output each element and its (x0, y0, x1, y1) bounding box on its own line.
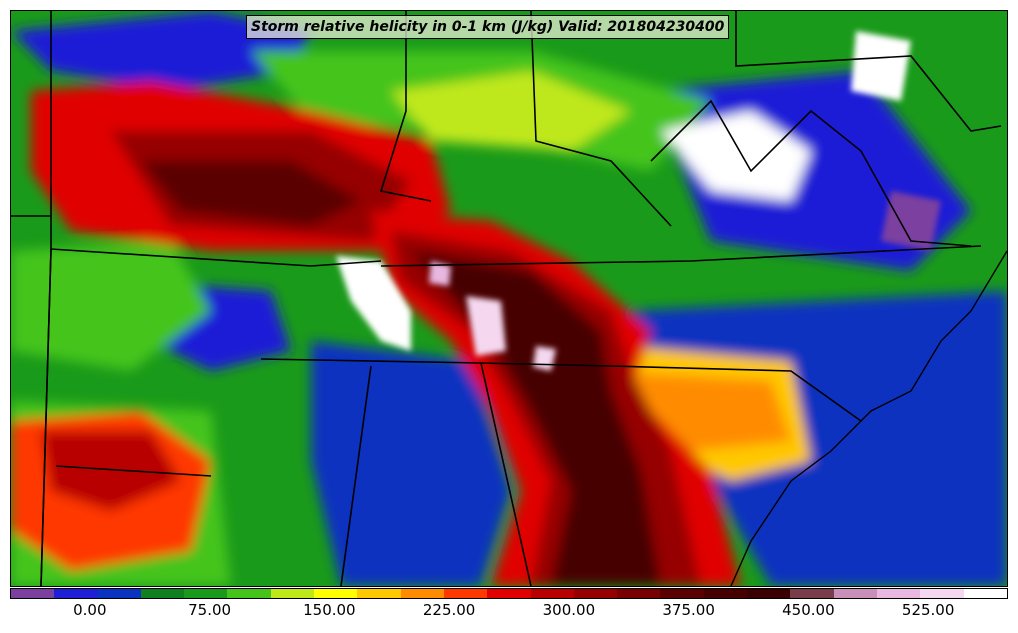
colorbar-segment (227, 589, 271, 598)
colorbar-tick-label: 150.00 (303, 601, 356, 619)
colorbar-segment (140, 589, 185, 598)
helicity-field (11, 11, 1007, 586)
colorbar-segment (270, 589, 315, 598)
colorbar-ticks: 0.00 75.00 150.00 225.00 300.00 375.00 450.00 5… (10, 601, 1008, 625)
colorbar-segment (530, 589, 574, 598)
colorbar-tick-label: 525.00 (901, 601, 955, 619)
colorbar-segment (876, 589, 921, 598)
colorbar-segment (54, 589, 98, 598)
colorbar-segment (487, 589, 531, 598)
helicity-map (10, 10, 1008, 587)
colorbar-segment (747, 589, 791, 598)
colorbar-segment (703, 589, 748, 598)
colorbar-segment (314, 589, 358, 598)
colorbar-tick-label: 225.00 (422, 601, 476, 619)
colorbar-segment (443, 589, 488, 598)
colorbar-tick-label: 75.00 (188, 601, 232, 619)
colorbar-segment (11, 589, 55, 598)
colorbar-tick-label: 300.00 (542, 601, 596, 619)
map-title: Storm relative helicity in 0-1 km (J/kg)… (246, 15, 730, 39)
colorbar-segment (97, 589, 141, 598)
colorbar-segment (920, 589, 964, 598)
state-boundaries (11, 11, 1002, 586)
colorbar-segment (357, 589, 401, 598)
coastline (730, 250, 1007, 586)
field-regions (11, 11, 1007, 586)
colorbar-segment (790, 589, 834, 598)
colorbar-segment (963, 589, 1007, 598)
colorbar-tick-label: 375.00 (662, 601, 715, 619)
colorbar-segment (617, 589, 661, 598)
colorbar-segment (573, 589, 618, 598)
colorbar-segment (660, 589, 704, 598)
colorbar-tick-label: 0.00 (73, 601, 107, 619)
colorbar-segment (400, 589, 444, 598)
colorbar-segment (833, 589, 877, 598)
colorbar-segment (184, 589, 228, 598)
colorbar (10, 588, 1008, 599)
colorbar-tick-label: 450.00 (782, 601, 835, 619)
